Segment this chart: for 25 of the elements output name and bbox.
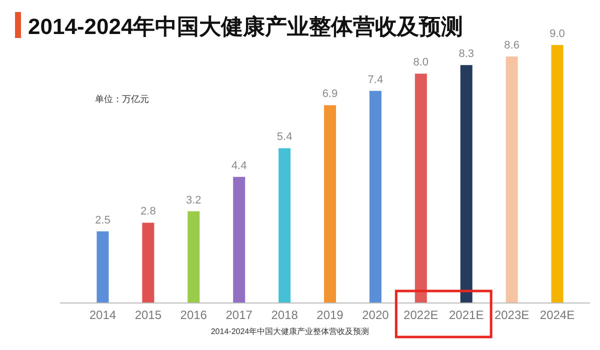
data-label: 4.4 [231, 160, 247, 172]
data-label: 9.0 [550, 28, 565, 40]
data-label: 8.3 [458, 48, 474, 60]
x-tick-label: 2014 [89, 308, 116, 322]
data-label: 2.5 [95, 214, 110, 226]
x-tick-label: 2021E [449, 308, 484, 322]
x-tick-label: 2019 [316, 308, 344, 322]
x-tick-label: 2015 [134, 308, 162, 322]
data-label: 5.4 [276, 131, 292, 144]
data-label: 7.4 [368, 74, 384, 86]
data-label: 8.6 [504, 39, 520, 52]
data-label: 8.0 [413, 56, 429, 69]
x-tick-label: 2023E [494, 308, 530, 322]
data-label: 3.2 [186, 194, 202, 206]
x-tick-label: 2017 [226, 308, 253, 322]
x-tick-label: 2022E [404, 308, 438, 322]
text: 2014-2024年中国大健康产业整体营收及预测 [210, 327, 370, 336]
data-label: 2.8 [140, 206, 156, 218]
annotation: 单位：万亿元 [95, 94, 149, 104]
x-tick-label: 2016 [180, 308, 208, 322]
x-tick-label: 2020 [362, 308, 390, 322]
data-label: 6.9 [322, 88, 338, 100]
x-tick-label: 2024E [540, 308, 575, 322]
x-tick-label: 2018 [271, 308, 298, 322]
chart-title: 2014-2024年中国大健康产业整体营收及预测 [28, 14, 464, 39]
